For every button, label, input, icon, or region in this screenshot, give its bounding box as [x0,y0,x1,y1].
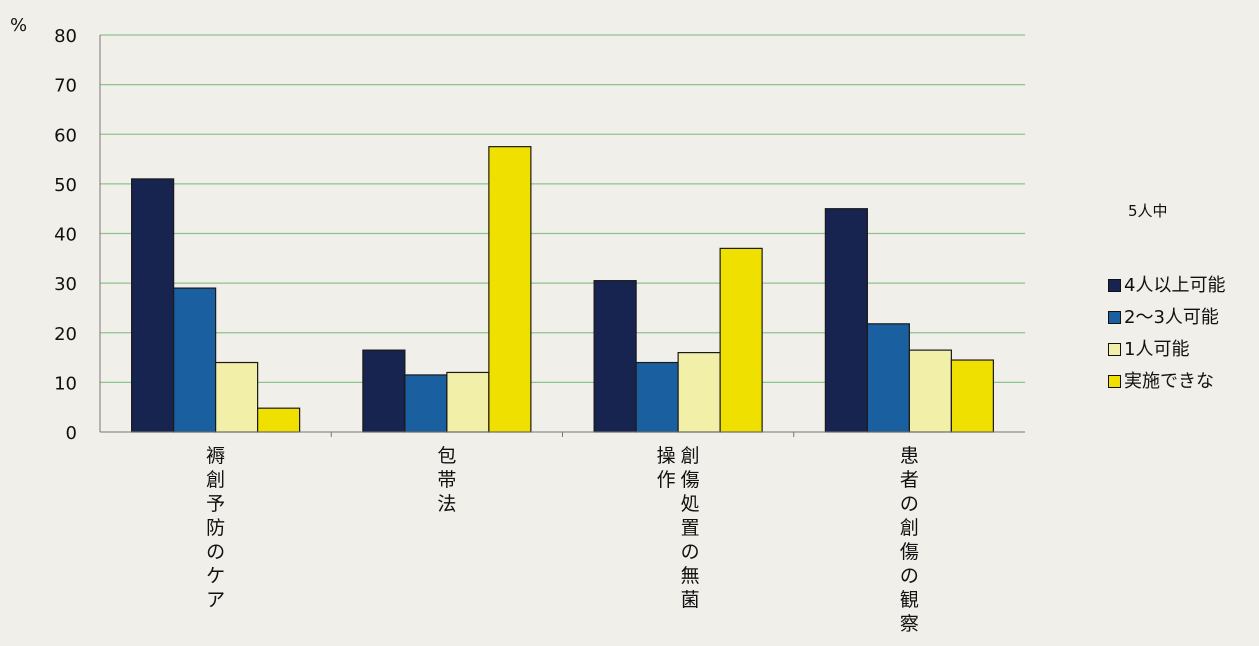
bar [593,280,637,433]
category-label-char: 創 [206,469,225,491]
category-label-char: 観 [900,589,919,611]
bar [677,352,721,433]
y-unit-label: % [10,15,27,36]
legend-swatch [1108,375,1121,388]
bar [824,208,868,433]
chart-note: 5人中 [1128,202,1168,220]
y-tick-label: 50 [54,175,77,196]
bar [173,287,217,433]
legend-item: 2～3人可能 [1108,305,1225,330]
category-label-char: 操 [657,445,676,467]
legend-label: 2～3人可能 [1124,307,1219,328]
legend-label: 実施できな [1124,371,1214,392]
category-label-char: 帯 [437,469,456,491]
bar [446,371,490,433]
y-axis-ticks: 0 10 20 30 40 50 60 70 80 [54,26,77,444]
y-tick-label: 40 [54,225,77,246]
legend-item: 1人可能 [1108,337,1225,362]
category-label-char: ア [206,589,225,611]
y-tick-label: 60 [54,125,77,146]
bar [908,349,952,433]
category-label: 患者の創傷の観察 [900,445,919,635]
category-label-char: 菌 [681,589,700,611]
legend-item: 実施できな [1108,369,1225,394]
bar [257,407,301,433]
category-label-char: 作 [657,469,676,491]
axes [99,35,1025,437]
category-label: 包帯法 [437,445,456,515]
category-label-char: 傷 [900,541,919,563]
y-tick-label: 70 [54,76,77,97]
category-label-char: ケ [206,565,225,587]
bar [635,361,679,433]
category-label-char: の [206,541,225,563]
category-label-char: 包 [437,445,456,467]
bar [488,146,532,433]
bar [131,178,175,433]
category-label: 褥創予防のケア [206,445,225,611]
bar [362,349,406,433]
y-tick-label: 30 [54,274,77,295]
category-label-char: 創 [681,445,700,467]
category-label-char: 置 [681,517,700,539]
legend-swatch [1108,311,1121,324]
bar [950,359,994,433]
legend-swatch [1108,343,1121,356]
legend-item: 4人以上可能 [1108,273,1225,298]
gridlines [100,34,1025,384]
legend-label: 1人可能 [1124,339,1190,360]
category-label-char: の [681,541,700,563]
bar [215,361,259,433]
y-tick-label: 80 [54,26,77,47]
category-label-char: の [900,565,919,587]
bar [866,323,910,433]
category-label-char: 傷 [681,469,700,491]
category-label-char: 者 [900,469,919,491]
category-label-char: 褥 [206,445,225,467]
category-label: 操作 [657,445,676,491]
category-label-char: 無 [681,565,700,587]
category-label-char: 防 [206,517,225,539]
bar [719,247,763,433]
legend: 4人以上可能 2～3人可能 1人可能 実施できな [1108,273,1225,401]
legend-swatch [1108,279,1121,292]
legend-label: 4人以上可能 [1124,275,1226,296]
y-tick-label: 0 [66,423,77,444]
category-label-char: 法 [437,493,456,515]
bar [404,374,448,433]
category-label-char: 察 [900,613,919,635]
category-label-char: 処 [681,493,700,515]
y-tick-label: 10 [54,373,77,394]
category-label-char: 創 [900,517,919,539]
category-label-char: 予 [206,493,225,515]
category-label-char: 患 [900,445,919,467]
category-label-char: の [900,493,919,515]
bars [131,146,994,433]
y-tick-label: 20 [54,324,77,345]
category-label: 創傷処置の無菌 [681,445,700,611]
